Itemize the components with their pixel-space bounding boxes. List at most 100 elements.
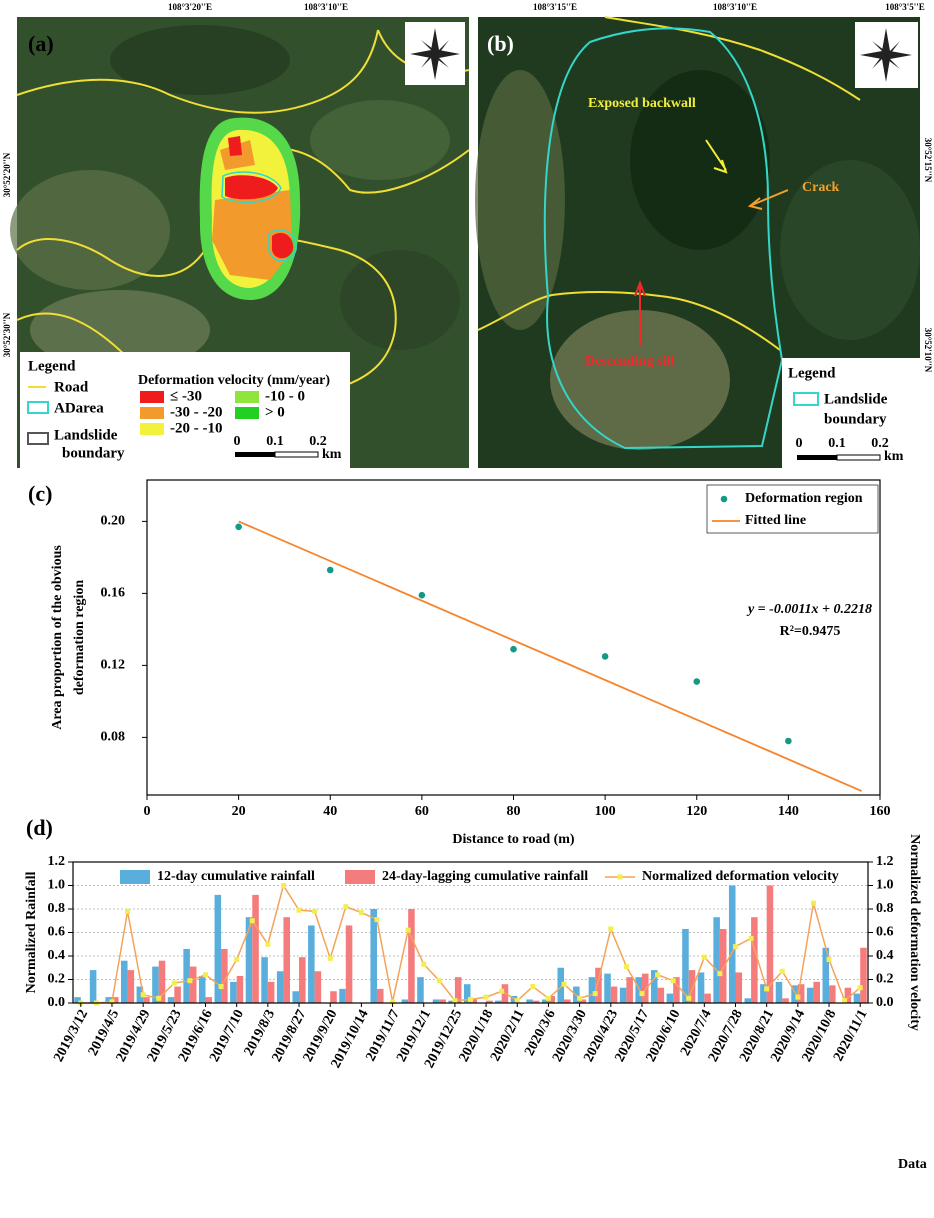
terrain [340,250,460,350]
velocity-title: Deformation velocity (mm/year) [138,373,330,388]
line-marker [717,971,722,976]
line-marker [297,908,302,913]
bar [745,998,752,1003]
data-point [235,524,242,531]
bar [190,967,197,1003]
bar [620,988,627,1003]
line-marker [172,981,177,986]
bar [308,925,315,1003]
bar [268,982,275,1003]
bar [782,998,789,1003]
bar [604,974,611,1003]
line-marker [359,910,364,915]
bar [589,977,596,1003]
y-axis-title: Normalized Rainfall [24,872,39,994]
line-marker [468,997,473,1002]
legend-swatch [120,870,150,884]
lon-label: 108°3'10''E [713,2,757,12]
legend-item: -20 - -10 [170,420,223,436]
legend-item: -30 - -20 [170,404,223,420]
line-marker [265,942,270,947]
line-marker [795,995,800,1000]
bar [370,909,377,1003]
legend-title: Legend [788,365,836,381]
data-point [693,678,700,685]
bar [698,972,705,1003]
line-marker [780,969,785,974]
line-marker [234,957,239,962]
legend-marker [618,875,623,880]
line-marker [328,956,333,961]
bar [408,909,415,1003]
line-marker [764,986,769,991]
terrain [310,100,450,180]
terrain [475,70,565,330]
scale-bar [275,452,318,457]
line-marker [421,962,426,967]
legend-title: Legend [28,358,76,374]
data-point [419,592,426,599]
panel-label: (c) [28,481,52,506]
line-marker [671,978,676,983]
bar [283,917,290,1003]
scale-bar [797,455,837,460]
annotation: R²=0.9475 [780,624,841,639]
line-marker [187,978,192,983]
legend-swatch [235,391,259,403]
bar [807,988,814,1003]
bar [667,994,674,1003]
bar [751,917,758,1003]
line-marker [811,901,816,906]
panel-label: (d) [26,815,53,840]
bar [143,997,150,1003]
y2-tick-label: 0.0 [876,995,894,1010]
y-tick-label: 0.6 [48,925,66,940]
terrain [780,160,920,340]
line-marker [484,995,489,1000]
line-marker [593,991,598,996]
line-marker [546,996,551,1001]
y-tick-label: 0.16 [101,586,126,601]
bar [704,994,711,1003]
scale-label: 0 [796,436,803,451]
y2-tick-label: 0.6 [876,925,894,940]
x-tick-label: 100 [595,804,616,819]
legend-item: ADarea [54,400,104,416]
y2-tick-label: 1.2 [876,854,894,869]
bar [168,997,175,1003]
bar [417,977,424,1003]
line-marker [749,936,754,941]
legend-item: boundary [824,411,887,427]
line-marker [156,996,161,1001]
legend-item: Road [54,379,89,395]
legend-label: 12-day cumulative rainfall [157,869,315,884]
legend-label: Deformation region [745,491,863,506]
line-marker [858,985,863,990]
x-tick-label: 40 [323,804,337,819]
bar [658,988,665,1003]
legend-swatch [140,391,164,403]
data-point [785,738,792,745]
lat-label: 30°52'30''N [2,312,12,357]
y2-tick-label: 0.8 [876,901,894,916]
scale-label: 0.1 [828,436,846,451]
line-marker [374,917,379,922]
annotation: Exposed backwall [588,96,696,111]
terrain [10,170,170,290]
bar [377,989,384,1003]
map-b: (b) 108°3'15''E 108°3'10''E 108°3'5''E 3… [475,2,933,468]
legend-label: 24-day-lagging cumulative rainfall [382,869,588,884]
annotation: Descending sill [585,354,674,369]
legend-label: Normalized deformation velocity [642,869,839,884]
line-marker [624,964,629,969]
line-marker [437,978,442,983]
x-tick-label: 80 [507,804,521,819]
bar [174,987,181,1003]
x-tick-label: 0 [144,804,151,819]
legend-item: boundary [62,445,125,461]
line-marker [343,904,348,909]
bar [626,977,633,1003]
bar [199,976,206,1003]
bar [611,987,618,1003]
bar [292,991,299,1003]
